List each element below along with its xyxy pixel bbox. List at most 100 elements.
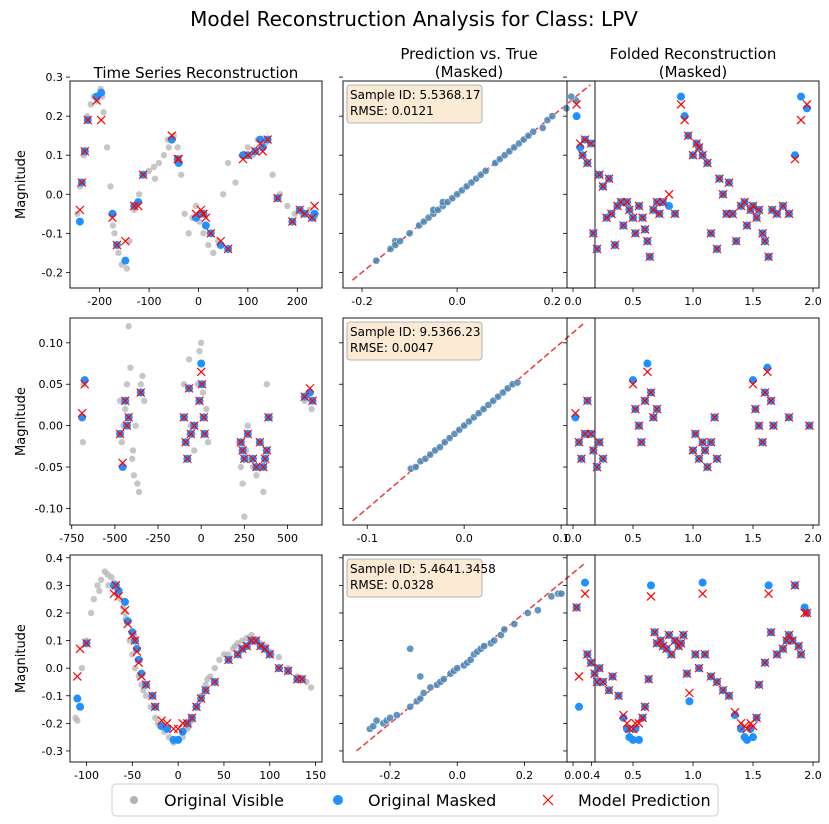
pred-true-point (567, 92, 576, 101)
identity-line (352, 321, 586, 522)
cross-stroke (186, 429, 196, 439)
masked-point (310, 209, 319, 218)
cross-stroke (173, 724, 183, 734)
folded-prediction-marker (731, 236, 741, 246)
cross-stroke (650, 627, 660, 637)
folded-prediction-marker (576, 454, 586, 464)
y-tick-label: 0.0 (46, 662, 64, 675)
pred-true-point (411, 463, 420, 471)
visible-point (244, 144, 252, 151)
folded-masked-point (749, 733, 757, 742)
cross-stroke (236, 437, 246, 447)
visible-point (141, 397, 148, 404)
time-series-panel: -750 -500 -250 0 250 500 0.10 0.05 0.00 -0.05 -0.1… (14, 317, 323, 545)
cross-stroke (238, 446, 248, 455)
cross-stroke (624, 205, 634, 215)
folded-prediction-marker (578, 150, 588, 160)
x-tick-label: 100 (237, 295, 258, 308)
masked-point (128, 628, 137, 637)
prediction-marker (201, 685, 211, 695)
cross-stroke (189, 421, 199, 431)
masked-point (73, 694, 82, 703)
prediction-marker (191, 209, 201, 219)
folded-prediction-marker (762, 367, 772, 377)
folded-prediction-marker (594, 663, 604, 673)
visible-point (306, 206, 313, 214)
cross-stroke (764, 252, 774, 262)
x-tick-label: 1.5 (744, 295, 762, 308)
cross-stroke (608, 672, 618, 681)
legend-dot-marker (333, 795, 343, 805)
visible-point (241, 513, 248, 520)
cross-stroke (796, 115, 806, 125)
cross-stroke (630, 228, 640, 238)
column-title: Time Series Reconstruction (93, 64, 299, 82)
folded-masked-point (731, 711, 739, 720)
cross-stroke (790, 580, 800, 590)
visible-point (210, 249, 217, 257)
masked-point (120, 597, 129, 606)
cross-stroke (196, 205, 206, 215)
masked-point (137, 669, 146, 678)
folded-prediction-marker (570, 408, 580, 418)
prediction-marker (256, 641, 266, 651)
cross-stroke (714, 174, 724, 184)
legend-dot-marker (130, 796, 138, 804)
x-tick-label: 1.5 (744, 769, 762, 782)
visible-point (291, 210, 299, 217)
cross-stroke (300, 209, 310, 219)
info-box-background (346, 558, 483, 598)
cross-stroke (640, 702, 650, 712)
cross-stroke (150, 702, 160, 712)
cross-stroke (598, 182, 608, 191)
cross-stroke (794, 641, 804, 651)
folded-prediction-marker (778, 201, 788, 211)
folded-prediction-marker (630, 404, 640, 414)
cross-stroke (134, 658, 144, 668)
x-tick-label: 0.0 (564, 295, 582, 308)
cross-stroke (683, 131, 693, 141)
folded-prediction-marker (748, 721, 758, 731)
folded-prediction-marker (582, 158, 592, 168)
cross-stroke (576, 454, 586, 464)
masked-point (201, 221, 210, 230)
prediction-marker (251, 636, 261, 645)
legend-label: Model Prediction (578, 791, 711, 810)
time-series-panel: -100 -50 0 50 100 150 0.4 0.3 0.2 0.1 0.0 -0.1 -0.2 -… (14, 552, 326, 782)
cross-stroke (578, 150, 588, 160)
cross-stroke (179, 412, 189, 422)
folded-prediction-marker (604, 174, 614, 184)
cross-stroke (592, 244, 602, 254)
folded-prediction-marker (766, 627, 776, 637)
visible-point (96, 587, 103, 595)
cross-stroke (690, 649, 700, 659)
prediction-marker (189, 421, 199, 431)
folded-prediction-marker (628, 379, 638, 389)
masked-point (80, 376, 89, 385)
pred-true-point (453, 664, 462, 673)
visible-point (115, 249, 122, 257)
folded-prediction-marker (646, 388, 656, 397)
folded-prediction-marker (586, 139, 596, 148)
cross-stroke (260, 644, 270, 654)
folded-prediction-marker (618, 710, 628, 720)
prediction-marker (127, 630, 137, 640)
cross-stroke (83, 115, 93, 125)
cross-stroke (206, 228, 216, 238)
x-tick-label: 500 (277, 532, 298, 545)
visible-point (150, 163, 158, 171)
folded-prediction-marker (748, 201, 758, 211)
masked-point (76, 702, 85, 711)
folded-prediction-marker (760, 388, 770, 397)
visible-point (204, 676, 211, 683)
cross-stroke (260, 454, 270, 464)
folded-masked-point (797, 92, 805, 101)
axes-frame (342, 317, 596, 526)
prediction-marker (300, 209, 310, 219)
cross-stroke (712, 454, 722, 464)
rmse-label: RMSE: 0.0047 (350, 341, 434, 355)
pred-true-point (529, 127, 538, 136)
visible-point (308, 405, 315, 413)
folded-masked-point (803, 104, 811, 113)
y-tick-label: -0.2 (42, 717, 63, 730)
